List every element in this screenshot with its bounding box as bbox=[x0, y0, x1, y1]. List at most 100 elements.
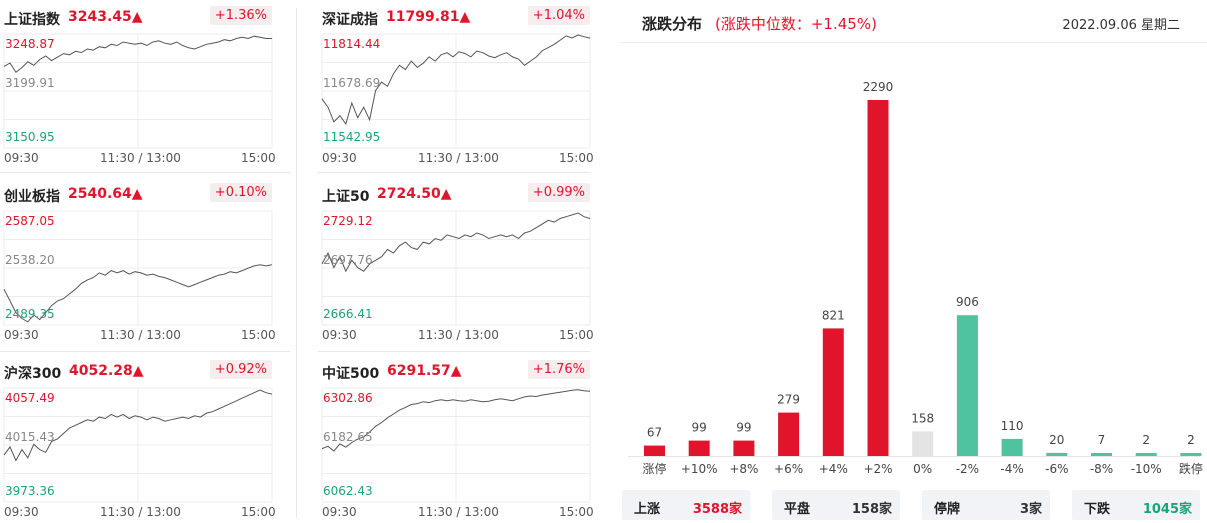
distribution-bar[interactable] bbox=[733, 440, 755, 456]
bar-value-label: 158 bbox=[911, 411, 934, 425]
summary-label: 停牌 bbox=[934, 502, 961, 517]
time-axis-label: 11:30 / 13:00 bbox=[100, 328, 181, 342]
summary-item[interactable]: 下跌 1045家 bbox=[1072, 490, 1200, 520]
column-divider bbox=[296, 8, 297, 518]
change-percent-badge: +1.36% bbox=[209, 6, 272, 25]
distribution-bar[interactable] bbox=[822, 328, 844, 456]
index-card[interactable]: 沪深300 4052.28▲ +0.92% 4057.49 4015.43 3973.36… bbox=[0, 354, 290, 523]
time-axis-label: 09:30 bbox=[4, 505, 39, 519]
distribution-bar[interactable] bbox=[778, 412, 800, 456]
time-axis-label: 11:30 / 13:00 bbox=[418, 505, 499, 519]
up-arrow-icon: ▲ bbox=[459, 9, 471, 25]
change-percent-badge: +1.76% bbox=[527, 360, 590, 379]
time-axis-label: 11:30 / 13:00 bbox=[100, 505, 181, 519]
y-axis-low-label: 6062.43 bbox=[323, 484, 373, 498]
time-axis-label: 15:00 bbox=[559, 328, 594, 342]
up-arrow-icon: ▲ bbox=[450, 363, 462, 379]
price-value: 6291.57 bbox=[387, 363, 451, 379]
up-arrow-icon: ▲ bbox=[131, 186, 143, 202]
index-card[interactable]: 中证500 6291.57▲ +1.76% 6302.86 6182.65 6062.43… bbox=[318, 354, 608, 523]
index-name: 沪深300 bbox=[4, 366, 62, 382]
distribution-panel: 涨跌分布 (涨跌中位数：+1.45%) 2022.09.06 星期二 67 涨停 9… bbox=[620, 0, 1207, 523]
distribution-bar[interactable] bbox=[1001, 438, 1023, 456]
category-label: +2% bbox=[863, 462, 892, 476]
price-line bbox=[3, 264, 273, 323]
index-card[interactable]: 创业板指 2540.64▲ +0.10% 2587.05 2538.20 2489.35 0… bbox=[0, 177, 290, 352]
distribution-bar[interactable] bbox=[1091, 453, 1112, 456]
distribution-bar[interactable] bbox=[956, 315, 978, 456]
y-axis-low-label: 3150.95 bbox=[5, 130, 55, 144]
distribution-title: 涨跌分布 bbox=[642, 15, 703, 33]
row-divider bbox=[0, 172, 290, 173]
index-header: 沪深300 4052.28▲ +0.92% bbox=[4, 354, 272, 388]
index-header: 深证成指 11799.81▲ +1.04% bbox=[322, 0, 590, 34]
change-percent-badge: +0.10% bbox=[209, 183, 272, 202]
index-name: 上证50 bbox=[322, 189, 370, 205]
y-axis-high-label: 6302.86 bbox=[323, 391, 373, 405]
index-price: 3243.45▲ bbox=[68, 9, 143, 25]
distribution-bar[interactable] bbox=[1046, 452, 1068, 456]
index-card[interactable]: 上证指数 3243.45▲ +1.36% 3248.87 3199.91 3150.95 0… bbox=[0, 0, 290, 175]
intraday-chart bbox=[321, 33, 591, 149]
summary-item[interactable]: 平盘 158家 bbox=[772, 490, 900, 520]
index-name: 中证500 bbox=[322, 366, 380, 382]
y-axis-high-label: 2587.05 bbox=[5, 214, 55, 228]
y-axis-mid-label: 6182.65 bbox=[323, 430, 373, 444]
distribution-bar[interactable] bbox=[912, 431, 934, 456]
distribution-bar[interactable] bbox=[688, 440, 710, 456]
y-axis-high-label: 2729.12 bbox=[323, 214, 373, 228]
summary-item[interactable]: 上涨 3588家 bbox=[622, 490, 750, 520]
time-axis-label: 09:30 bbox=[4, 151, 39, 165]
category-label: +8% bbox=[729, 462, 758, 476]
y-axis-mid-label: 2538.20 bbox=[5, 253, 55, 267]
summary-value: 3588家 bbox=[692, 502, 742, 517]
intraday-chart bbox=[3, 33, 273, 149]
summary-value: 1045家 bbox=[1142, 502, 1192, 517]
index-price: 6291.57▲ bbox=[387, 363, 462, 379]
index-header: 创业板指 2540.64▲ +0.10% bbox=[4, 177, 272, 211]
index-name: 创业板指 bbox=[4, 189, 60, 205]
distribution-bar[interactable] bbox=[1135, 453, 1157, 456]
category-label: +4% bbox=[819, 462, 848, 476]
distribution-bar[interactable] bbox=[867, 100, 889, 456]
summary-value: 3家 bbox=[1019, 502, 1042, 517]
bar-value-label: 2290 bbox=[863, 80, 894, 94]
time-axis-label: 11:30 / 13:00 bbox=[100, 151, 181, 165]
bar-value-label: 2 bbox=[1142, 433, 1150, 447]
category-label: -4% bbox=[1000, 462, 1023, 476]
y-axis-high-label: 3248.87 bbox=[5, 37, 55, 51]
row-divider bbox=[318, 351, 590, 352]
price-line bbox=[3, 389, 273, 462]
summary-item[interactable]: 停牌 3家 bbox=[922, 490, 1050, 520]
intraday-chart bbox=[321, 210, 591, 326]
change-percent-badge: +0.99% bbox=[527, 183, 590, 202]
index-card[interactable]: 上证50 2724.50▲ +0.99% 2729.12 2697.76 2666.41 0… bbox=[318, 177, 608, 352]
date-label: 2022.09.06 星期二 bbox=[1062, 18, 1180, 33]
index-price: 11799.81▲ bbox=[386, 9, 470, 25]
category-label: 0% bbox=[913, 462, 932, 476]
category-label: -6% bbox=[1045, 462, 1068, 476]
change-percent-badge: +0.92% bbox=[209, 360, 272, 379]
time-axis-label: 15:00 bbox=[241, 328, 276, 342]
distribution-bar[interactable] bbox=[644, 445, 665, 456]
time-axis-label: 15:00 bbox=[241, 505, 276, 519]
category-label: -2% bbox=[956, 462, 979, 476]
time-axis-label: 09:30 bbox=[4, 328, 39, 342]
distribution-bar[interactable] bbox=[1180, 453, 1202, 456]
row-divider bbox=[0, 351, 290, 352]
category-label: 跌停 bbox=[1179, 461, 1203, 476]
y-axis-low-label: 3973.36 bbox=[5, 484, 55, 498]
bar-value-label: 821 bbox=[822, 308, 845, 322]
time-axis-label: 15:00 bbox=[559, 505, 594, 519]
category-label: -10% bbox=[1131, 462, 1162, 476]
category-label: -8% bbox=[1090, 462, 1113, 476]
bar-value-label: 7 bbox=[1098, 433, 1106, 447]
up-arrow-icon: ▲ bbox=[132, 363, 144, 379]
y-axis-mid-label: 2697.76 bbox=[323, 253, 373, 267]
index-header: 上证指数 3243.45▲ +1.36% bbox=[4, 0, 272, 34]
bar-value-label: 110 bbox=[1001, 419, 1024, 433]
price-value: 4052.28 bbox=[69, 363, 133, 379]
up-arrow-icon: ▲ bbox=[131, 9, 143, 25]
intraday-chart bbox=[3, 387, 273, 503]
index-card[interactable]: 深证成指 11799.81▲ +1.04% 11814.44 11678.69 11542… bbox=[318, 0, 608, 175]
